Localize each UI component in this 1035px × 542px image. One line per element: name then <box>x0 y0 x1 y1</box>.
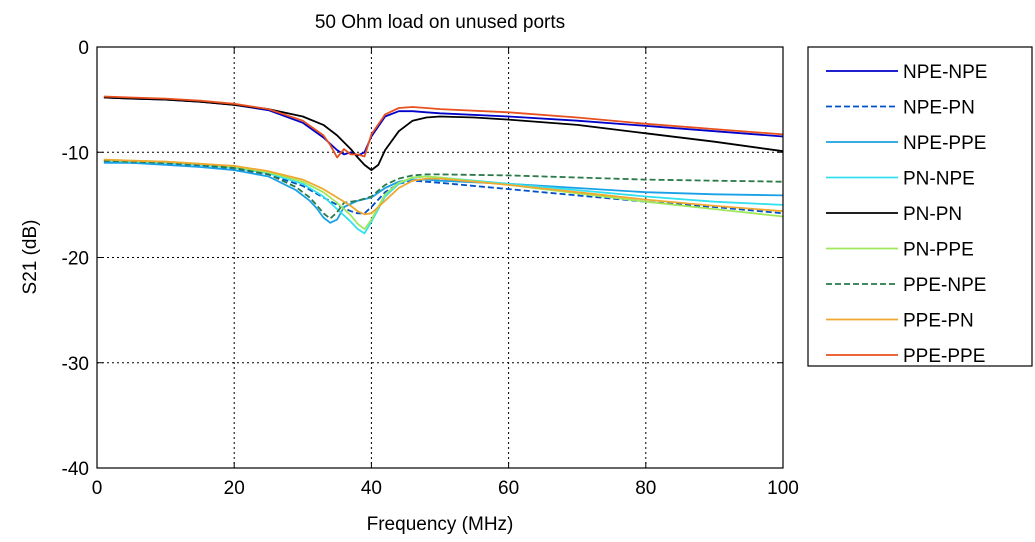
series-line-ppe-pn <box>103 158 784 216</box>
plot-frame <box>96 46 784 469</box>
y-tick-label: -10 <box>62 143 89 164</box>
series-line-pn-npe <box>103 159 784 235</box>
grid-lines <box>97 47 783 468</box>
legend-label-ppe-npe: PPE-NPE <box>903 275 986 296</box>
legend-label-pn-npe: PN-NPE <box>903 169 975 190</box>
x-tick-label: 20 <box>224 478 245 499</box>
chart-title: 50 Ohm load on unused ports <box>315 12 565 33</box>
series-line-pn-ppe <box>103 158 784 231</box>
legend-label-pn-ppe: PN-PPE <box>903 240 974 261</box>
x-tick-label: 80 <box>635 478 656 499</box>
x-tick-label: 100 <box>767 478 799 499</box>
legend-label-ppe-pn: PPE-PN <box>903 311 974 332</box>
y-tick-label: -30 <box>62 354 89 375</box>
series-lines <box>103 95 784 235</box>
y-tick-label: -20 <box>62 249 89 270</box>
x-axis-label: Frequency (MHz) <box>367 514 514 535</box>
legend: NPE-NPE NPE-PN NPE-PPE PN-NPE PN-PN PN-PPE PPE… <box>807 46 1033 367</box>
series-line-ppe-ppe <box>103 95 784 159</box>
x-tick-label: 60 <box>498 478 519 499</box>
legend-label-pn-pn: PN-PN <box>903 204 962 225</box>
legend-label-npe-ppe: NPE-PPE <box>903 133 986 154</box>
legend-box <box>807 46 1033 367</box>
y-axis-label: S21 (dB) <box>20 220 41 295</box>
axis-ticks: 0 20 40 60 80 100 0 -10 -20 -30 -40 <box>62 38 799 499</box>
legend-label-ppe-ppe: PPE-PPE <box>903 346 985 367</box>
series-line-pn-pn <box>103 96 784 172</box>
legend-label-npe-pn: NPE-PN <box>903 98 975 119</box>
series-line-npe-pn <box>103 160 784 215</box>
x-tick-label: 40 <box>361 478 382 499</box>
legend-label-npe-npe: NPE-NPE <box>903 62 987 83</box>
y-tick-label: 0 <box>78 38 89 59</box>
y-tick-label: -40 <box>62 459 89 480</box>
series-line-ppe-npe <box>103 159 784 220</box>
x-tick-label: 0 <box>92 478 103 499</box>
series-line-npe-ppe <box>103 161 784 224</box>
